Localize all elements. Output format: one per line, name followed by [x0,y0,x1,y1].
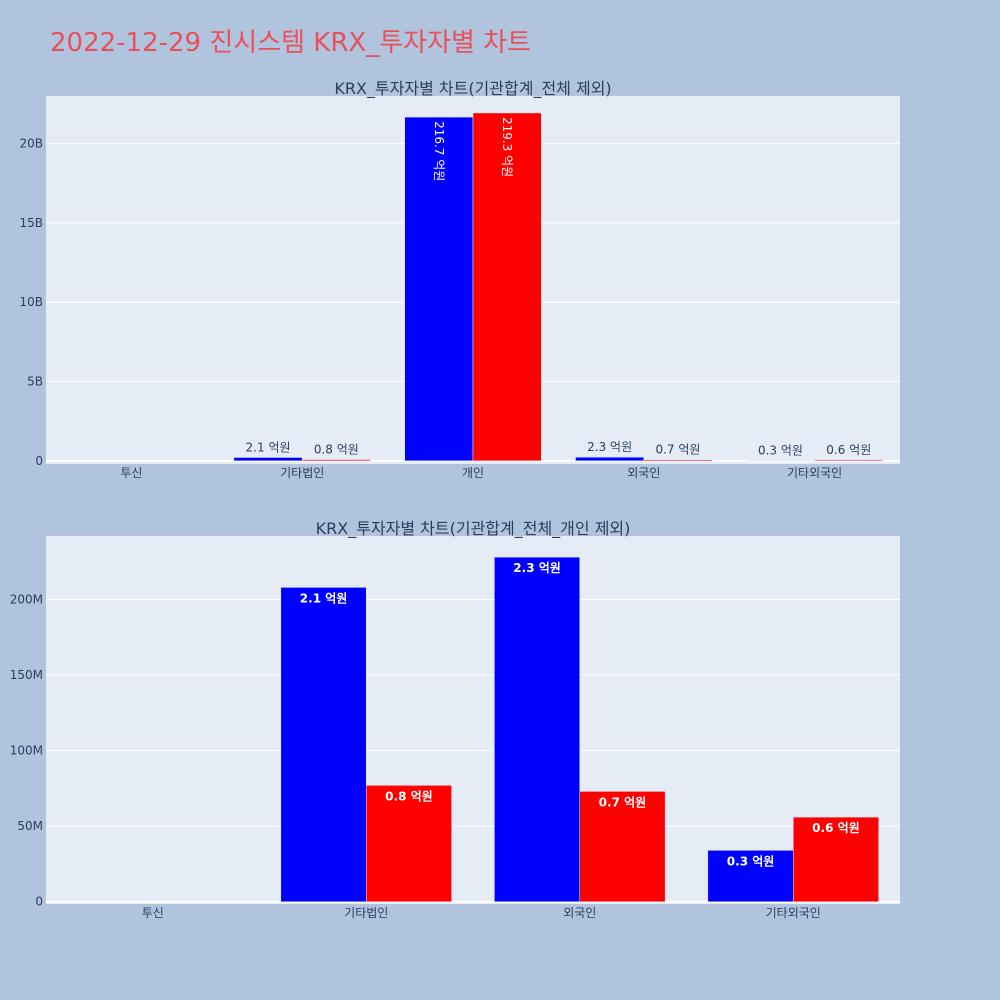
data-label: 2.1 억원 [246,440,291,454]
plot-area [46,536,900,904]
x-tick-label: 기타법인 [344,906,388,920]
chart-1: 0 5B 10B 15B 20B KRX_투자자별 차트(기관합계_전체 제외) 투신 기타법… [19,79,900,480]
bar [301,459,371,462]
y-tick-label: 15B [19,216,43,230]
x-tick-label: 기타외국인 [787,466,842,480]
bar [280,587,367,902]
bar [707,850,794,902]
x-tick-label: 기타외국인 [766,906,821,920]
bar [233,457,303,462]
data-label: 0.3 억원 [727,854,775,868]
bar [575,456,645,462]
bar [579,791,666,902]
chart-title: KRX_투자자별 차트(기관합계_전체_개인 제외) [316,519,631,539]
data-label: 216.7 억원 [432,121,446,181]
data-label: 0.7 억원 [655,443,700,457]
y-tick-label: 50M [17,819,43,833]
data-label: 0.8 억원 [385,789,433,803]
data-label: 219.3 억원 [500,117,514,177]
bar [793,816,879,902]
bar [472,112,542,462]
x-tick-label: 투신 [120,466,142,480]
bar [366,785,452,902]
y-tick-label: 10B [19,295,43,309]
chart-title: KRX_투자자별 차트(기관합계_전체 제외) [334,79,611,99]
data-label: 0.6 억원 [812,821,860,835]
y-tick-label: 0 [35,454,43,468]
data-label: 2.1 억원 [300,591,348,605]
bar [404,116,474,462]
data-label: 0.6 억원 [826,443,871,457]
y-tick-label: 0 [35,895,43,909]
y-tick-label: 200M [10,592,43,606]
page-title: 2022-12-29 진시스템 KRX_투자자별 차트 [50,28,532,58]
data-label: 0.7 억원 [599,795,647,809]
data-label: 0.3 억원 [758,443,803,457]
y-tick-label: 100M [10,744,43,758]
y-tick-label: 5B [27,375,43,389]
data-label: 2.3 억원 [587,440,632,454]
x-tick-label: 기타법인 [280,466,324,480]
bar [643,459,713,462]
bar [814,459,884,462]
x-tick-label: 외국인 [563,906,596,920]
chart-2: 0 50M 100M 150M 200M KRX_투자자별 차트(기관합계_전체_개인 제… [10,519,900,920]
bar [494,556,581,902]
x-tick-label: 투신 [142,906,164,920]
x-tick-label: 외국인 [627,466,660,480]
y-tick-label: 150M [10,668,43,682]
data-label: 0.8 억원 [314,443,359,457]
y-tick-label: 20B [19,137,43,151]
x-tick-label: 개인 [462,466,484,480]
data-label: 2.3 억원 [513,561,561,575]
